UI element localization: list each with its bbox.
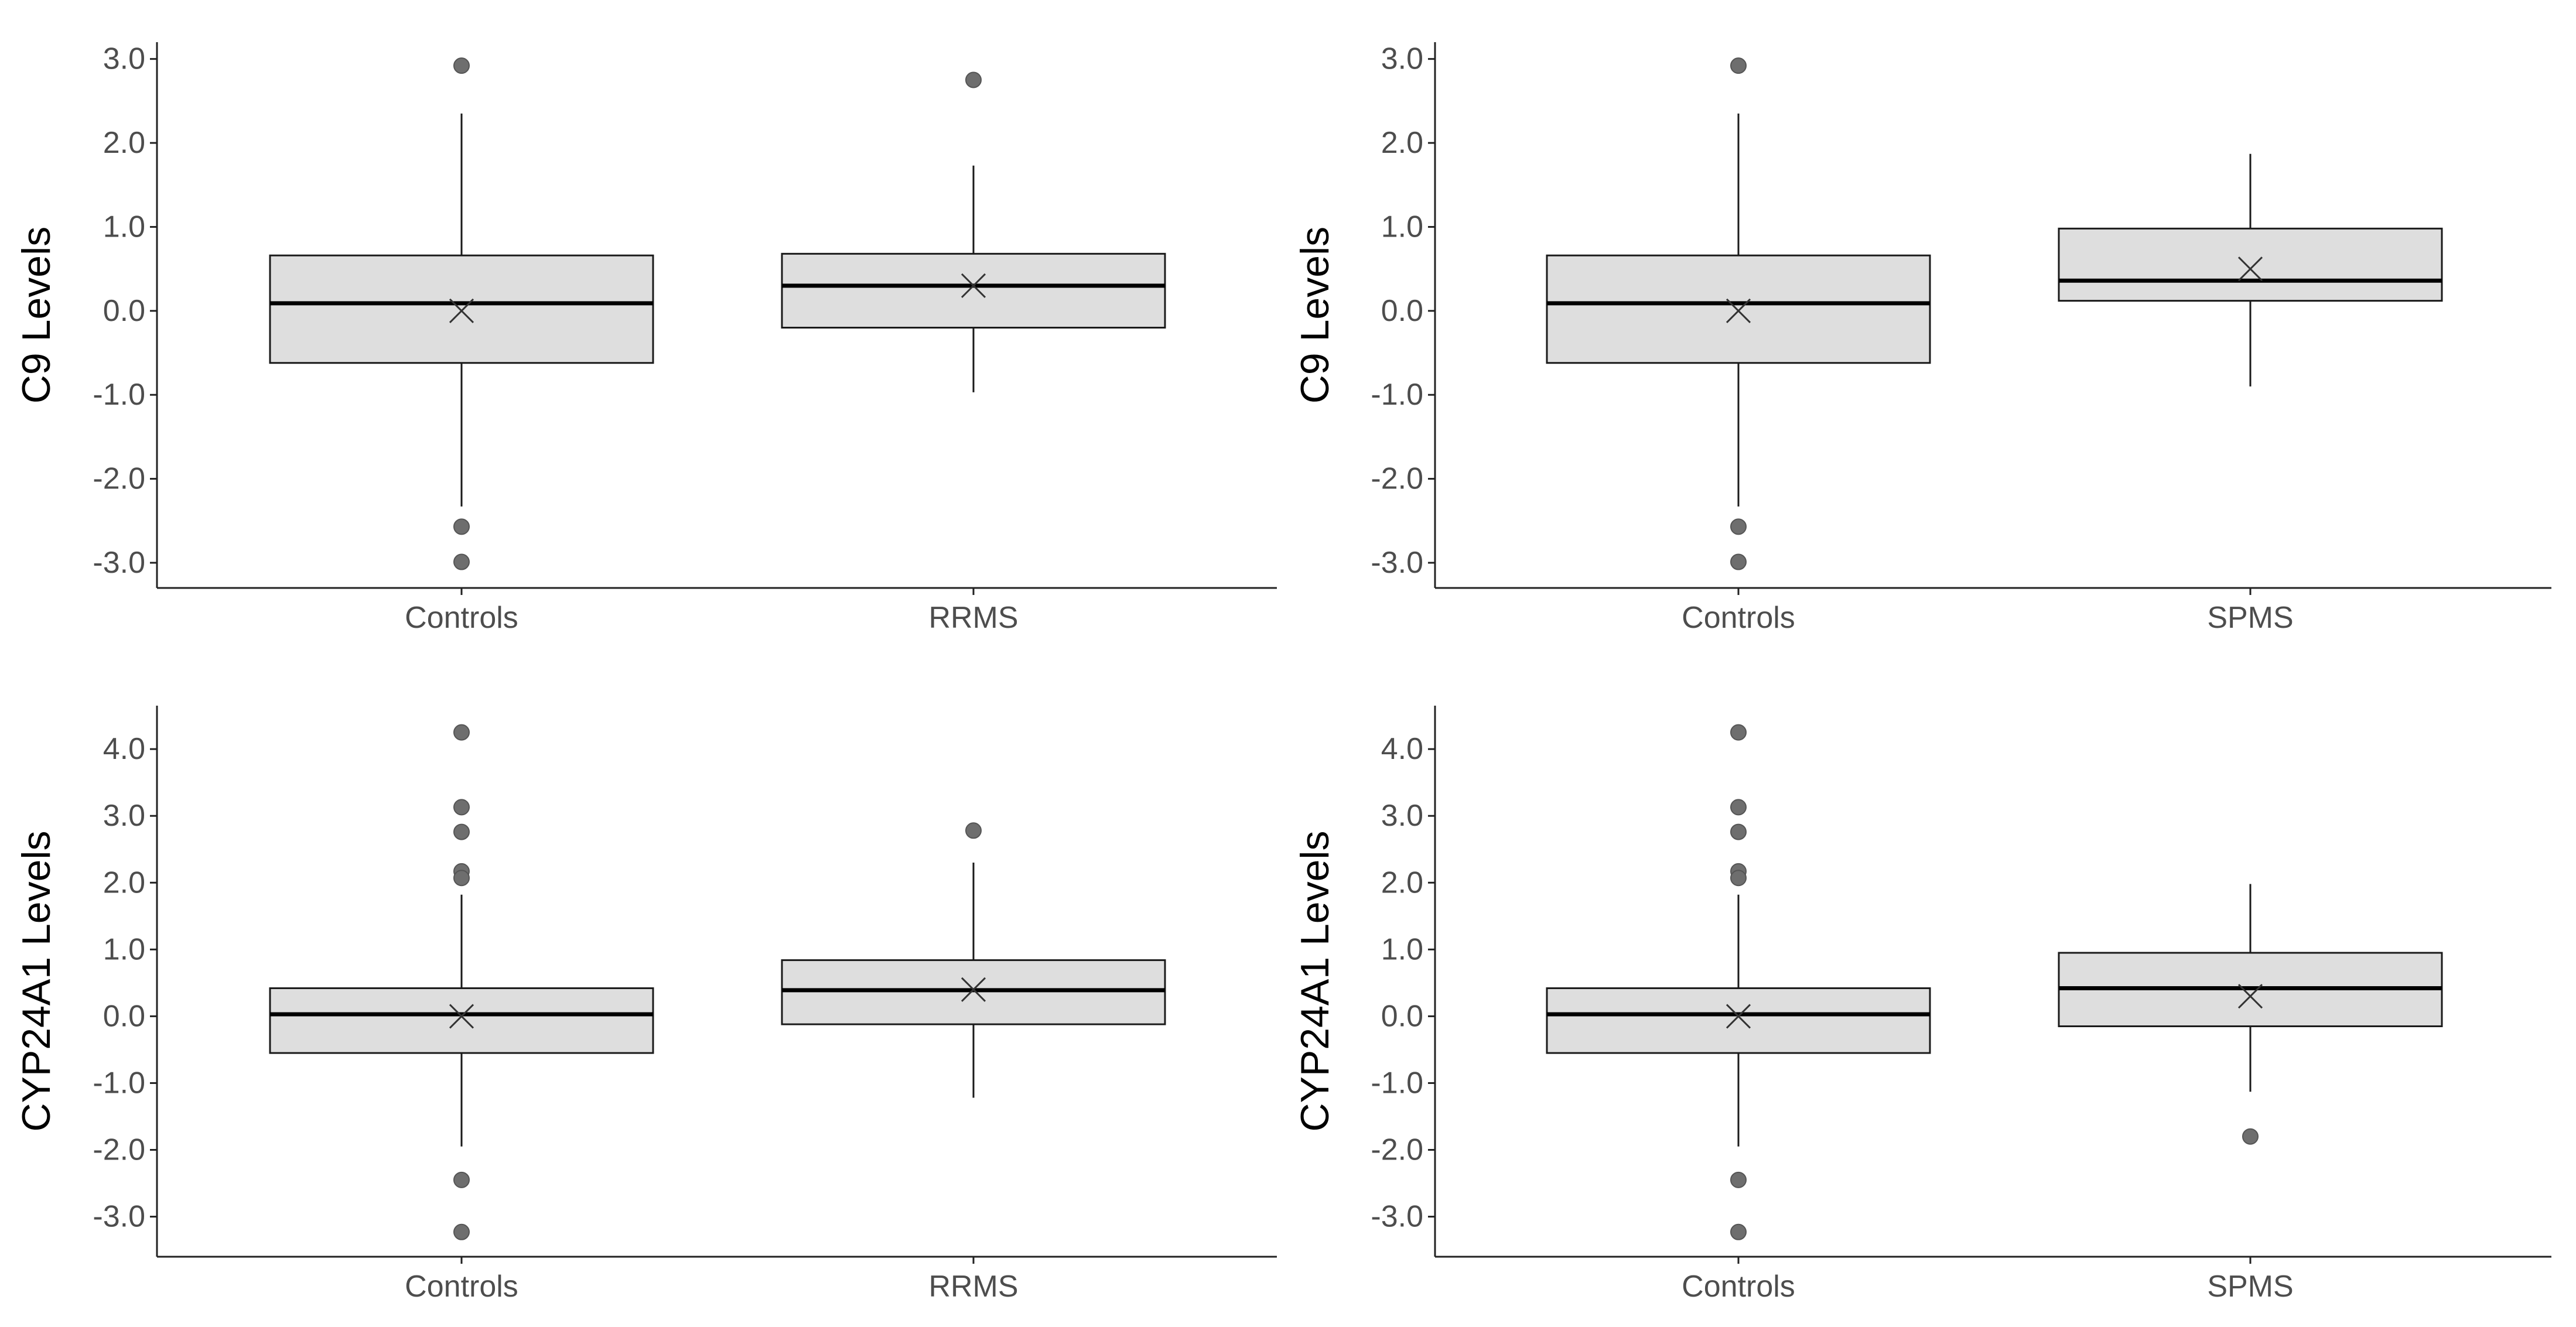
y-axis-title: CYP24A1 Levels (1293, 830, 1337, 1131)
y-axis-title: C9 Levels (1293, 227, 1337, 403)
y-tick-label: 2.0 (103, 866, 145, 900)
y-tick-label: 0.0 (1381, 999, 1423, 1033)
mean-marker (961, 273, 986, 298)
x-tick-label: Controls (405, 601, 518, 635)
outlier-point (453, 553, 470, 570)
y-tick-label: 1.0 (1381, 932, 1423, 966)
outlier-point (965, 71, 982, 88)
x-tick-label: SPMS (2207, 601, 2293, 635)
outlier-point (1730, 553, 1747, 570)
mean-marker (449, 1004, 474, 1029)
y-tick-label: 2.0 (1381, 126, 1423, 160)
box-rrms: RRMS (781, 822, 1166, 1304)
mean-marker-stroke (961, 273, 986, 298)
box-rrms: RRMS (781, 71, 1166, 635)
y-axis-title: C9 Levels (14, 227, 59, 403)
mean-marker-stroke (2237, 984, 2263, 1009)
x-tick-label: Controls (1682, 601, 1795, 635)
outlier-point (1730, 1171, 1747, 1188)
iqr-box (781, 252, 1166, 329)
box-controls: Controls (269, 57, 654, 635)
mean-marker (2237, 256, 2263, 282)
outlier-point (453, 1223, 470, 1240)
y-tick-label: 0.0 (1381, 294, 1423, 328)
outlier-point (453, 1171, 470, 1188)
panel-3: 4.0 3.0 2.0 1.0 0.0 -1.0 -2.0 -3.0 CYP24A1 Level… (14, 706, 1277, 1304)
box-controls: Controls (269, 724, 654, 1304)
mean-marker (1726, 298, 1751, 323)
x-tick-label: RRMS (928, 601, 1018, 635)
mean-marker-stroke (2237, 256, 2263, 282)
mean-marker (2237, 984, 2263, 1009)
mean-marker-stroke (961, 977, 986, 1002)
outlier-point (453, 870, 470, 887)
y-tick-label: -1.0 (93, 1066, 145, 1100)
y-tick-label: 4.0 (103, 732, 145, 766)
iqr-box (269, 254, 654, 364)
mean-marker (1726, 1004, 1751, 1029)
mean-marker-stroke (449, 1004, 474, 1029)
iqr-box (1546, 254, 1931, 364)
y-tick-label: 0.0 (103, 999, 145, 1033)
y-tick-label: -2.0 (1371, 462, 1423, 496)
mean-marker-stroke (1726, 1004, 1751, 1029)
box-spms: SPMS (2058, 884, 2443, 1304)
x-tick-label: SPMS (2207, 1270, 2293, 1304)
y-tick-label: 3.0 (1381, 42, 1423, 76)
y-tick-label: -1.0 (1371, 378, 1423, 412)
outlier-point (1730, 724, 1747, 741)
outlier-point (453, 518, 470, 535)
y-tick-label: -3.0 (93, 1200, 145, 1234)
outlier-point (1730, 518, 1747, 535)
y-tick-label: -3.0 (93, 546, 145, 580)
y-tick-label: -2.0 (1371, 1133, 1423, 1167)
x-tick-label: RRMS (928, 1270, 1018, 1304)
outlier-point (1730, 1223, 1747, 1240)
iqr-box (2058, 227, 2443, 302)
outlier-point (453, 724, 470, 741)
iqr-box (1546, 987, 1931, 1054)
outlier-point (1730, 823, 1747, 840)
y-tick-label: -2.0 (93, 1133, 145, 1167)
y-tick-label: 1.0 (103, 210, 145, 244)
y-tick-label: 2.0 (1381, 866, 1423, 900)
outlier-point (2242, 1128, 2259, 1145)
y-tick-label: 0.0 (103, 294, 145, 328)
iqr-box (269, 987, 654, 1054)
y-tick-label: -1.0 (93, 378, 145, 412)
outlier-point (965, 822, 982, 839)
outlier-point (453, 823, 470, 840)
mean-marker-stroke (1726, 298, 1751, 323)
y-tick-label: 4.0 (1381, 732, 1423, 766)
x-tick-label: Controls (1682, 1270, 1795, 1304)
box-controls: Controls (1546, 724, 1931, 1304)
mean-marker-stroke (449, 298, 474, 323)
box-spms: SPMS (2058, 153, 2443, 635)
outlier-point (453, 57, 470, 74)
y-tick-label: 3.0 (103, 42, 145, 76)
y-tick-label: -2.0 (93, 462, 145, 496)
panel-4: 4.0 3.0 2.0 1.0 0.0 -1.0 -2.0 -3.0 CYP24A1 Level… (1293, 706, 2551, 1304)
box-controls: Controls (1546, 57, 1931, 635)
y-axis-title: CYP24A1 Levels (14, 830, 59, 1131)
panel-1: 3.0 2.0 1.0 0.0 -1.0 -2.0 -3.0 C9 Levels Control… (14, 42, 1277, 635)
y-tick-label: 2.0 (103, 126, 145, 160)
outlier-point (1730, 799, 1747, 816)
y-tick-label: 3.0 (1381, 799, 1423, 833)
y-tick-label: -3.0 (1371, 546, 1423, 580)
y-tick-label: -3.0 (1371, 1200, 1423, 1234)
panel-2: 3.0 2.0 1.0 0.0 -1.0 -2.0 -3.0 C9 Levels Control… (1293, 42, 2551, 635)
x-tick-label: Controls (405, 1270, 518, 1304)
outlier-point (1730, 57, 1747, 74)
mean-marker (449, 298, 474, 323)
y-tick-label: 3.0 (103, 799, 145, 833)
y-tick-label: 1.0 (103, 932, 145, 966)
outlier-point (453, 799, 470, 816)
mean-marker (961, 977, 986, 1002)
y-tick-label: 1.0 (1381, 210, 1423, 244)
y-tick-label: -1.0 (1371, 1066, 1423, 1100)
outlier-point (1730, 870, 1747, 887)
